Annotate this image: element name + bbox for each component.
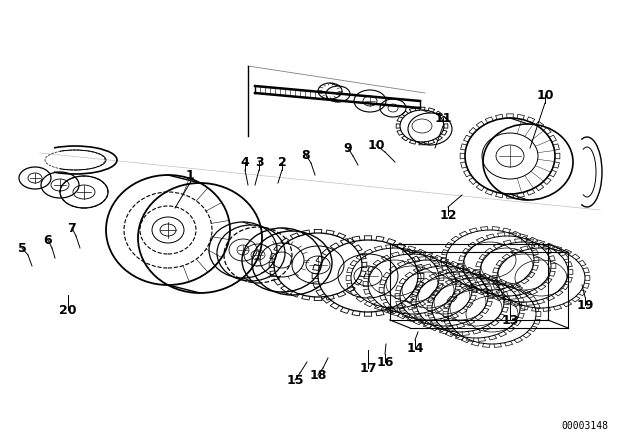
- Text: 5: 5: [18, 241, 26, 254]
- Text: 1: 1: [186, 168, 195, 181]
- Text: 4: 4: [241, 155, 250, 168]
- Text: 20: 20: [60, 303, 77, 316]
- Text: 9: 9: [344, 142, 352, 155]
- Text: 2: 2: [278, 155, 286, 168]
- Text: 13: 13: [501, 314, 518, 327]
- Text: 12: 12: [439, 208, 457, 221]
- Text: 7: 7: [68, 221, 76, 234]
- Text: 15: 15: [286, 374, 304, 387]
- Text: 14: 14: [406, 341, 424, 354]
- Text: 3: 3: [255, 155, 263, 168]
- Text: 11: 11: [435, 112, 452, 125]
- Text: 6: 6: [44, 233, 52, 246]
- Text: 10: 10: [536, 89, 554, 102]
- Text: 18: 18: [309, 369, 326, 382]
- Text: 17: 17: [359, 362, 377, 375]
- Text: 19: 19: [576, 298, 594, 311]
- Text: 8: 8: [301, 148, 310, 161]
- Text: 10: 10: [367, 138, 385, 151]
- Text: 00003148: 00003148: [561, 421, 609, 431]
- Text: 16: 16: [376, 356, 394, 369]
